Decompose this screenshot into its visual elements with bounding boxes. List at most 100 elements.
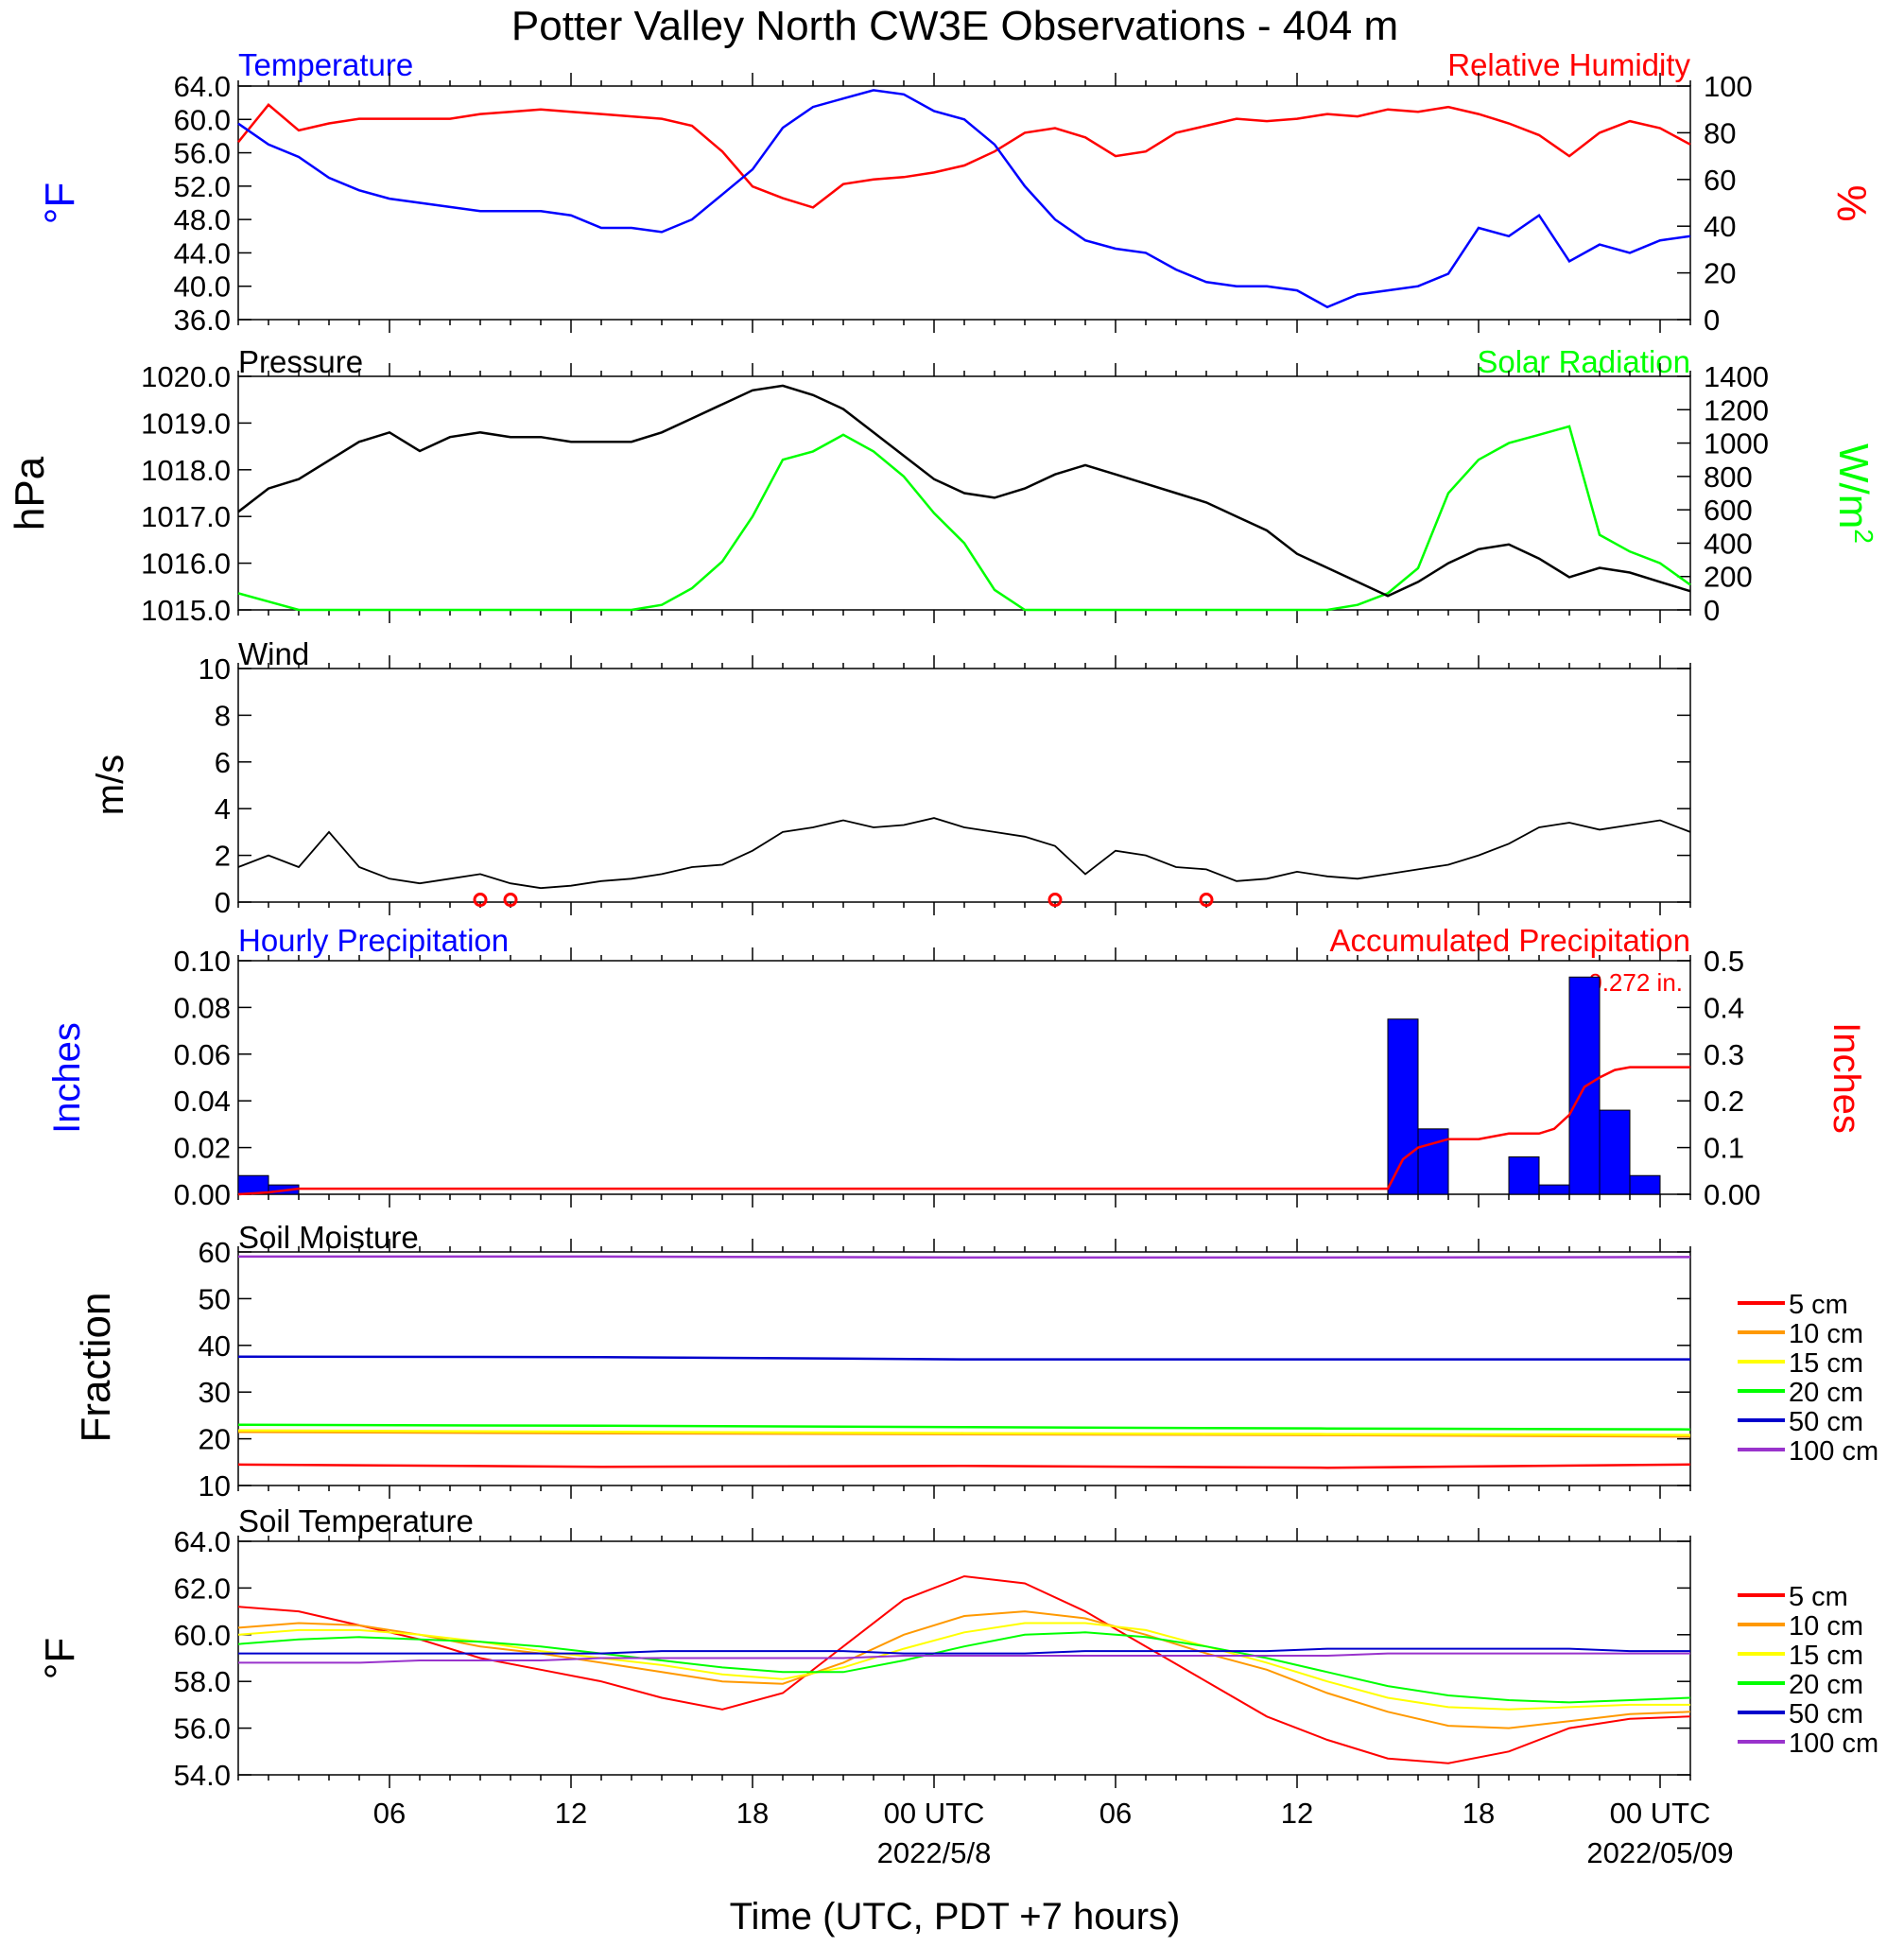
solar-title: Solar Radiation bbox=[1477, 344, 1690, 379]
soil-temperature-line bbox=[237, 1574, 1691, 1764]
solar-ylabel-unit: W/m bbox=[1830, 443, 1877, 529]
y-tick-label-left: 40 bbox=[199, 1329, 231, 1363]
calm-wind-marker bbox=[503, 893, 518, 908]
x-tick-label: 06 bbox=[373, 1797, 406, 1830]
y-tick-label-left: 6 bbox=[215, 746, 231, 779]
y-tick-label-right: 200 bbox=[1704, 561, 1753, 594]
legend-label: 20 cm bbox=[1789, 1670, 1863, 1700]
y-tick-label-left: 60.0 bbox=[174, 103, 231, 136]
wind-series bbox=[237, 817, 1691, 908]
y-tick-label-left: 52.0 bbox=[174, 170, 231, 203]
y-tick-label-right: 0.00 bbox=[1704, 1178, 1760, 1211]
y-tick-label-left: 0.10 bbox=[174, 945, 231, 978]
y-tick-label-right: 0.2 bbox=[1704, 1085, 1744, 1118]
y-tick-label-left: 0.06 bbox=[174, 1038, 231, 1071]
humidity-title: Relative Humidity bbox=[1447, 47, 1690, 82]
wind-speed-line bbox=[237, 817, 1691, 890]
y-tick-label-left: 62.0 bbox=[174, 1572, 231, 1605]
legend-label: 50 cm bbox=[1789, 1407, 1863, 1437]
precip-bar bbox=[1508, 1155, 1540, 1195]
y-tick-label-left: 10 bbox=[199, 1469, 231, 1503]
x-tick-label: 12 bbox=[1281, 1797, 1313, 1830]
temperature-ylabel: °F bbox=[37, 182, 83, 224]
y-tick-label-right: 0.3 bbox=[1704, 1038, 1744, 1071]
y-tick-label-right: 0.4 bbox=[1704, 991, 1744, 1024]
y-tick-label-left: 0.02 bbox=[174, 1132, 231, 1165]
soil-moisture-line bbox=[237, 1423, 1691, 1431]
temperature-axes: 36.040.044.048.052.056.060.064.0 0 20 40 60 8… bbox=[174, 70, 1753, 337]
y-tick-label-right: 80 bbox=[1704, 116, 1736, 149]
soil-temperature-line bbox=[237, 1631, 1691, 1704]
precip-bar bbox=[237, 1174, 269, 1195]
x-tick-label: 00 UTC bbox=[884, 1797, 985, 1830]
y-tick-label-right: 40 bbox=[1704, 210, 1736, 243]
temperature-series bbox=[237, 89, 1691, 309]
date-label: 2022/5/8 bbox=[877, 1836, 992, 1869]
soil-temperature-line bbox=[238, 1652, 1690, 1664]
y-tick-label-right: 100 bbox=[1704, 70, 1753, 103]
y-tick-label-left: 48.0 bbox=[174, 203, 231, 236]
y-tick-label-left: 20 bbox=[199, 1423, 231, 1456]
y-tick-label-left: 56.0 bbox=[174, 1712, 231, 1746]
y-tick-label-left: 54.0 bbox=[174, 1759, 231, 1792]
y-tick-label-left: 40.0 bbox=[174, 270, 231, 304]
legend-label: 15 cm bbox=[1789, 1641, 1863, 1671]
precip-ylabel-left: Inches bbox=[46, 1022, 88, 1134]
precip-axes: 0.00 0.02 0.04 0.06 0.08 0.10 0.00 0.1 0.2 0.3 0.4… bbox=[174, 945, 1761, 1211]
y-tick-label-right: 20 bbox=[1704, 257, 1736, 290]
precip-bar bbox=[1599, 1109, 1631, 1195]
legend-label: 20 cm bbox=[1789, 1378, 1863, 1408]
precip-bar bbox=[1538, 1184, 1570, 1195]
precip-bar bbox=[1629, 1174, 1661, 1195]
y-tick-label-left: 1015.0 bbox=[141, 594, 231, 627]
legend-label: 50 cm bbox=[1789, 1699, 1863, 1729]
y-tick-label-right: 0 bbox=[1704, 594, 1720, 627]
y-tick-label-left: 1020.0 bbox=[141, 360, 231, 393]
wind-axes: 0 2 4 6 8 10 bbox=[199, 652, 1691, 919]
panel-wind: Wind m/s 0 2 4 6 8 10 bbox=[90, 636, 1691, 919]
y-tick-label-left: 4 bbox=[215, 792, 231, 825]
wind-ylabel: m/s bbox=[90, 755, 131, 815]
y-tick-label-left: 44.0 bbox=[174, 236, 231, 269]
soil-moisture-plot-frame bbox=[237, 1251, 1691, 1486]
soil-moisture-line bbox=[237, 1355, 1690, 1361]
panel-precipitation: Hourly Precipitation Accumulated Precipi… bbox=[46, 923, 1867, 1211]
y-tick-label-left: 1019.0 bbox=[141, 407, 231, 440]
panel-temperature-humidity: Temperature Relative Humidity °F % 36.04… bbox=[37, 47, 1875, 337]
y-tick-label-left: 56.0 bbox=[174, 137, 231, 170]
y-tick-label-left: 0.08 bbox=[174, 991, 231, 1024]
x-tick-label: 18 bbox=[1463, 1797, 1495, 1830]
pressure-ylabel: hPa bbox=[7, 456, 53, 530]
calm-wind-marker bbox=[1199, 893, 1214, 908]
y-tick-label-left: 60 bbox=[199, 1236, 231, 1269]
y-tick-label-left: 64.0 bbox=[174, 70, 231, 103]
y-tick-label-right: 0 bbox=[1704, 304, 1720, 337]
pressure-title: Pressure bbox=[238, 344, 363, 379]
y-tick-label-left: 36.0 bbox=[174, 304, 231, 337]
panel-pressure-solar: Pressure Solar Radiation hPa W/m2 1015.0… bbox=[7, 344, 1878, 627]
pressure-line bbox=[237, 384, 1691, 598]
y-tick-label-left: 10 bbox=[199, 652, 231, 686]
precip-ylabel-right: Inches bbox=[1826, 1022, 1867, 1134]
y-tick-label-right: 400 bbox=[1704, 527, 1753, 560]
y-tick-label-left: 1018.0 bbox=[141, 454, 231, 487]
legend-label: 5 cm bbox=[1789, 1582, 1848, 1612]
y-tick-label-right: 1000 bbox=[1704, 427, 1769, 460]
calm-wind-marker bbox=[473, 893, 488, 908]
x-axis-title: Time (UTC, PDT +7 hours) bbox=[730, 1896, 1181, 1937]
soil-moisture-series bbox=[237, 1255, 1691, 1469]
accum-precip-title: Accumulated Precipitation bbox=[1329, 923, 1690, 958]
soil-temperature-line bbox=[237, 1610, 1691, 1729]
y-tick-label-right: 800 bbox=[1704, 460, 1753, 494]
x-tick-label: 18 bbox=[736, 1797, 769, 1830]
y-tick-label-left: 0.04 bbox=[174, 1085, 231, 1118]
legend-label: 10 cm bbox=[1789, 1611, 1863, 1642]
solar-ylabel-sup: 2 bbox=[1849, 529, 1878, 544]
y-tick-label-right: 60 bbox=[1704, 164, 1736, 197]
soil-moisture-ylabel: Fraction bbox=[73, 1293, 119, 1443]
precip-series bbox=[237, 976, 1690, 1196]
precip-plot-frame bbox=[237, 960, 1691, 1195]
